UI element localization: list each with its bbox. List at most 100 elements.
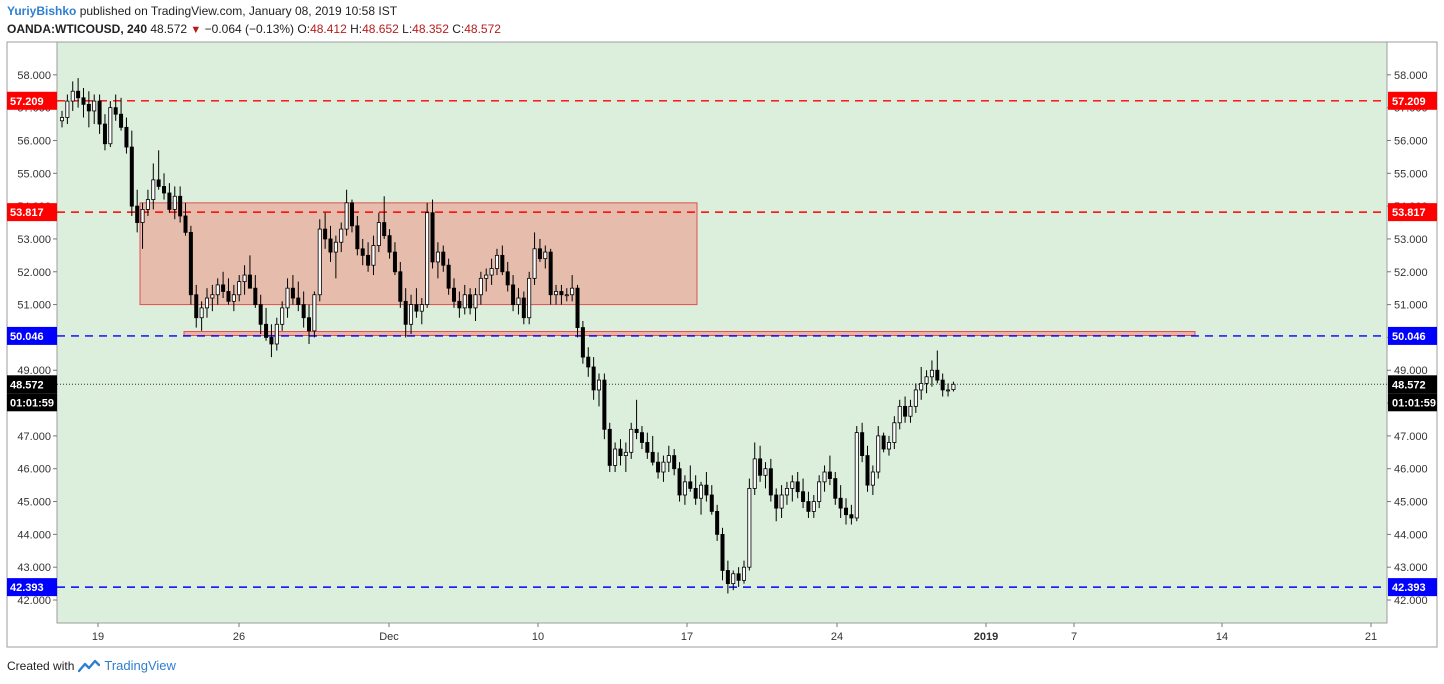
last-price-label-left	[7, 375, 57, 394]
level-price-text-right: 53.817	[1392, 207, 1426, 219]
candle-bear	[178, 195, 183, 217]
high-label: H:	[350, 22, 363, 36]
candle-bear	[774, 494, 779, 509]
close-label: C:	[452, 22, 465, 36]
candle-bull	[763, 468, 768, 476]
candle-bull	[204, 297, 209, 309]
resistance-level-label-left	[7, 91, 57, 110]
candle-bear	[602, 379, 607, 430]
candle-bear	[247, 274, 252, 289]
y-tick-label-right: 47.000	[1394, 431, 1428, 443]
author-link[interactable]: YuriyBishko	[7, 4, 77, 18]
candle-bull	[554, 291, 559, 296]
candle-bull	[108, 107, 113, 145]
candle-bear	[736, 573, 741, 581]
candle-bear	[446, 264, 451, 289]
candle-bear	[607, 428, 612, 466]
open-value: 48.412	[310, 22, 347, 36]
candle-bull	[462, 294, 467, 309]
candle-bear	[715, 510, 720, 535]
candle-bear	[688, 481, 693, 489]
candle-bear	[113, 107, 118, 115]
y-tick-label-right: 44.000	[1394, 529, 1428, 541]
x-tick-label: 19	[92, 631, 104, 643]
candle-bear	[537, 248, 542, 260]
candle-bear	[221, 284, 226, 292]
footer: Created with TradingView	[7, 658, 176, 673]
candle-bear	[403, 300, 408, 325]
candle-bull	[543, 251, 548, 260]
candle-bear	[81, 97, 86, 105]
candle-bear	[865, 455, 870, 486]
candle-bear	[634, 428, 639, 434]
candle-bear	[269, 337, 274, 345]
candle-bull	[629, 428, 634, 453]
candle-bull	[661, 461, 666, 473]
level-price-text-right: 42.393	[1392, 582, 1426, 594]
candle-bear	[768, 468, 773, 496]
candle-bear	[290, 287, 295, 299]
consolidation-zone	[139, 202, 698, 306]
candle-bear	[307, 317, 312, 332]
candle-bear	[903, 405, 908, 417]
candle-bear	[860, 432, 865, 456]
candle-bear	[76, 90, 81, 99]
y-tick-label-right: 52.000	[1394, 267, 1428, 279]
tradingview-brand[interactable]: TradingView	[104, 658, 176, 673]
candle-bear	[457, 300, 462, 309]
candle-bull	[946, 389, 951, 392]
candle-bear	[323, 228, 328, 240]
last-price-label-right	[1388, 375, 1437, 394]
candle-bull	[817, 481, 822, 502]
candle-bear	[430, 212, 435, 263]
x-tick-label: 24	[831, 631, 843, 643]
candle-bear	[414, 304, 419, 312]
resistance-level-label-right	[1388, 203, 1437, 222]
candle-bull	[951, 383, 956, 390]
level-price-text-left: 53.817	[10, 207, 44, 219]
candle-bear	[575, 287, 580, 328]
candle-bull	[92, 100, 97, 112]
candle-bear	[704, 484, 709, 496]
candle-bull	[215, 284, 220, 296]
candle-bear	[709, 494, 714, 512]
candle-bear	[97, 100, 102, 125]
x-tick-label: 21	[1365, 631, 1377, 643]
level-price-text-right: 57.209	[1392, 96, 1426, 108]
low-label: L:	[402, 22, 413, 36]
candle-bull	[231, 294, 236, 302]
y-tick-label-right: 45.000	[1394, 497, 1428, 509]
y-tick-label-left: 44.000	[17, 529, 51, 541]
price-change: −0.064 (−0.13%)	[204, 22, 295, 36]
candle-bull	[886, 442, 891, 450]
y-tick-label-right: 49.000	[1394, 365, 1428, 377]
candle-bear	[693, 488, 698, 499]
candle-bear	[188, 231, 193, 296]
candle-bull	[237, 281, 242, 296]
symbol-label[interactable]: OANDA:WTICOUSD, 240	[7, 22, 148, 36]
candle-bull	[892, 422, 897, 443]
candle-bear	[258, 304, 263, 325]
y-tick-label-left: 49.000	[17, 365, 51, 377]
x-tick-label: 7	[1071, 631, 1077, 643]
candle-bull	[140, 209, 145, 223]
candle-bull	[371, 245, 376, 266]
candle-bull	[897, 405, 902, 424]
candle-bull	[822, 471, 827, 483]
countdown-text-right: 01:01:59	[1392, 397, 1436, 409]
candle-bull	[484, 274, 489, 279]
candle-bear	[264, 323, 269, 338]
publish-line: YuriyBishko published on TradingView.com…	[7, 4, 397, 18]
candle-bear	[102, 123, 107, 145]
y-tick-label-left: 52.000	[17, 267, 51, 279]
candle-bear	[360, 248, 365, 256]
candle-bull	[919, 382, 924, 391]
candle-bull	[532, 248, 537, 279]
candle-bear	[559, 291, 564, 296]
candle-bear	[827, 471, 832, 479]
candle-bull	[60, 117, 65, 122]
candle-bull	[473, 294, 478, 309]
candle-bull	[929, 369, 934, 378]
created-with-text: Created with	[7, 658, 75, 673]
